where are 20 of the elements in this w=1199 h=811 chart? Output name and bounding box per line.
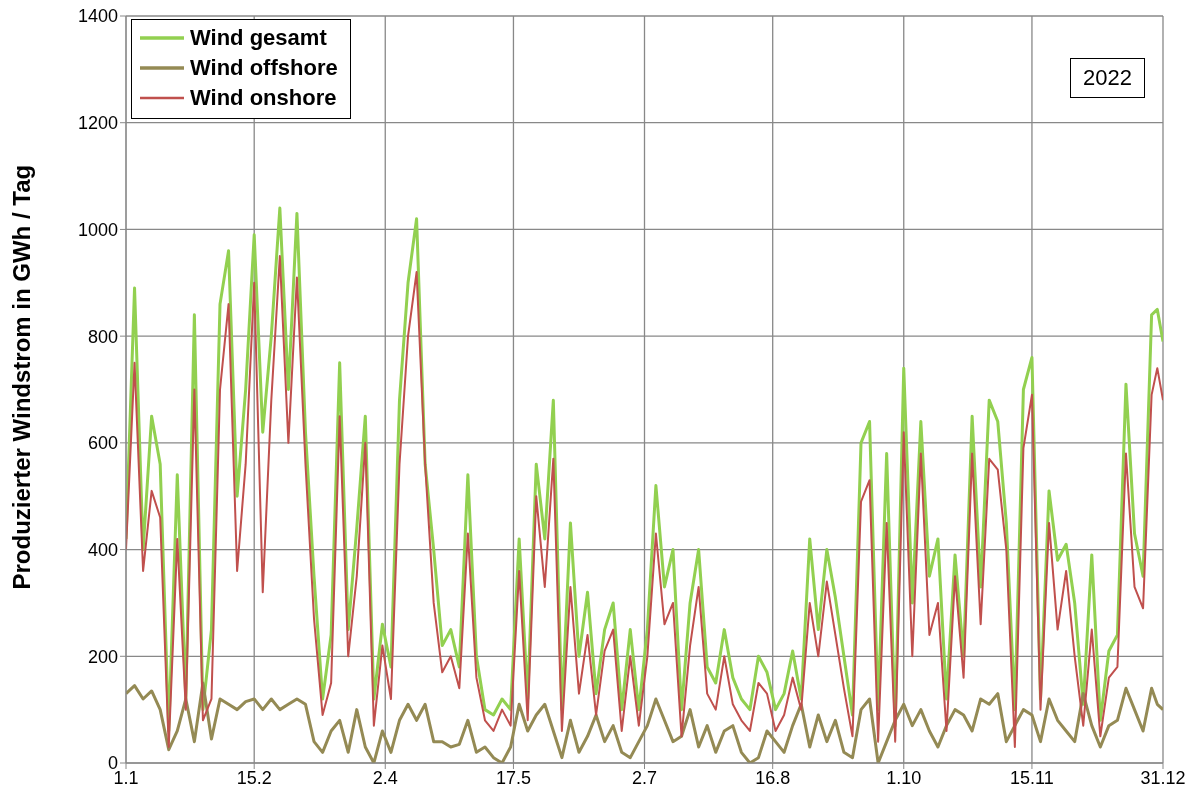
- y-tick-label: 200: [87, 646, 118, 667]
- x-tick-label: 2.7: [631, 767, 658, 788]
- y-tick-label: 1200: [77, 113, 118, 134]
- x-tick-label: 15.11: [1010, 767, 1054, 788]
- x-tick-label: 1.10: [886, 767, 922, 788]
- y-tick-label: 800: [87, 326, 118, 347]
- x-tick-label: 2.4: [372, 767, 398, 788]
- y-tick-label: 1000: [77, 219, 118, 240]
- y-tick-label: 400: [87, 539, 118, 560]
- x-tick-label: 15.2: [236, 767, 272, 788]
- x-tick-label: 17.5: [495, 767, 531, 788]
- legend-label: Wind onshore: [190, 85, 337, 111]
- legend-label: Wind gesamt: [190, 25, 327, 51]
- annotation: 2022: [1070, 58, 1145, 98]
- y-axis-title: Produzierter Windstrom in GWh / Tag: [7, 164, 35, 590]
- x-tick-label: 16.8: [755, 767, 791, 788]
- legend-label: Wind offshore: [190, 55, 338, 81]
- y-tick-label: 1400: [77, 6, 118, 27]
- y-tick-label: 600: [87, 433, 118, 454]
- x-tick-label: 31.12: [1140, 767, 1186, 788]
